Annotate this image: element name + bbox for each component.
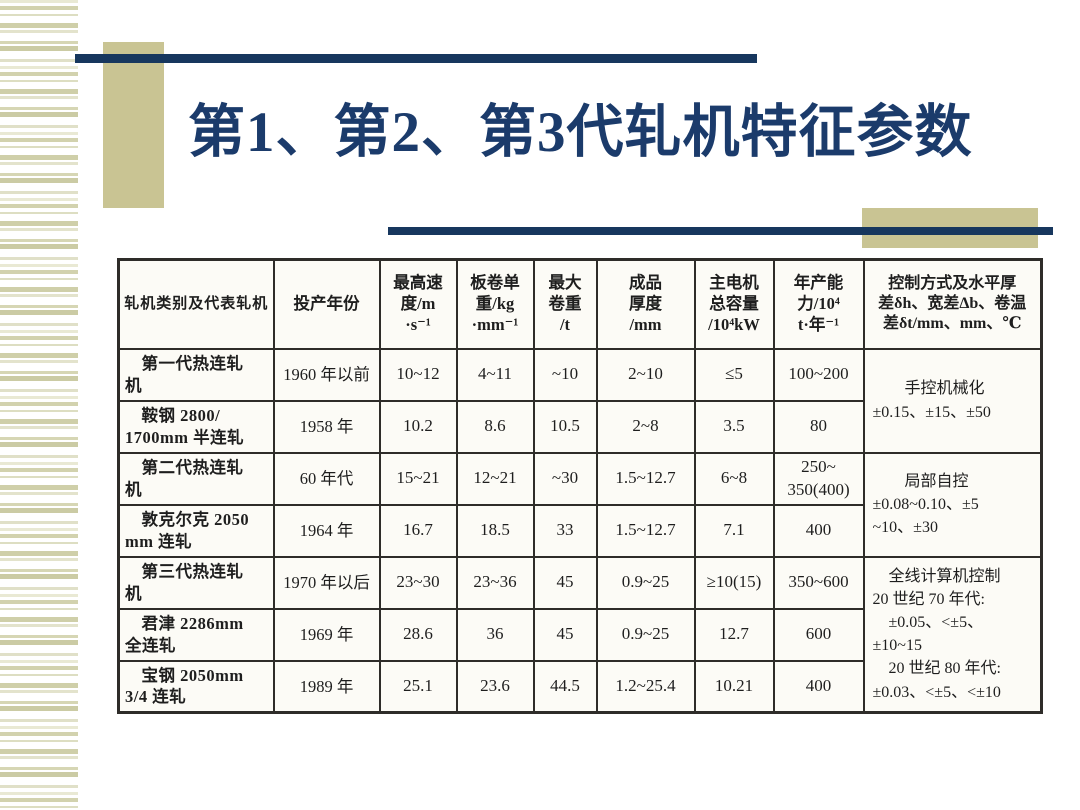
header-cell-4: 最大 卷重 /t [532,258,598,350]
table-cell: 15~21 [378,451,458,506]
top-rule-line [75,54,757,63]
table-cell: 45 [532,607,598,662]
table-cell: 1964 年 [272,503,381,558]
table-cell: 350~600 [772,555,865,610]
table-cell: 12.7 [693,607,775,662]
table-cell: ≤5 [693,347,775,402]
table-cell: 敦克尔克 2050 mm 连轧 [117,503,275,558]
table-cell: 1.2~25.4 [595,659,696,714]
header-cell-0: 轧机类别及代表轧机 [117,258,275,350]
table-row-1: 鞍钢 2800/ 1700mm 半连轧 1958 年 10.2 8.6 10.5 2~8 3… [117,399,1042,454]
header-cell-5: 成品 厚度 /mm [595,258,696,350]
table-cell: 8.6 [455,399,535,454]
table-header-row: 轧机类别及代表轧机 投产年份 最高速 度/m ·s⁻¹ 板卷单 重/kg ·mm⁻¹ 最… [117,258,1043,350]
table-row-4: 第三代热连轧 机 1970 年以后 23~30 23~36 45 0.9~25 ≥10(15… [117,555,1043,714]
table-cell: 6~8 [693,451,775,506]
table-cell: 1989 年 [272,659,381,714]
table-cell: 80 [772,399,865,454]
table-cell: 7.1 [693,503,775,558]
header-cell-8: 控制方式及水平厚 差δh、宽差Δb、卷温 差δt/mm、mm、℃ [862,258,1043,350]
table-row-0: 第一代热连轧 机 1960 年以前 10~12 4~11 ~10 2~10 ≤5 100~20… [117,347,1043,454]
table-cell: 10~12 [378,347,458,402]
mill-parameters-table: 轧机类别及代表轧机 投产年份 最高速 度/m ·s⁻¹ 板卷单 重/kg ·mm⁻¹ 最… [117,258,1043,714]
table-cell: 400 [772,659,865,714]
table-cell: 25.1 [378,659,458,714]
table-row-2: 第二代热连轧 机 60 年代 15~21 12~21 ~30 1.5~12.7 6~8 250… [117,451,1043,558]
table-cell: 33 [532,503,598,558]
table-row-5: 君津 2286mm 全连轧 1969 年 28.6 36 45 0.9~25 12.7 600 [117,607,1042,662]
table-cell: 4~11 [455,347,535,402]
slide-title: 第1、第2、第3代轧机特征参数 [188,101,973,164]
table-cell: 250~ 350(400) [772,451,865,506]
table-row-3: 敦克尔克 2050 mm 连轧 1964 年 16.7 18.5 33 1.5~12.7 7… [117,503,1042,558]
table-cell: 60 年代 [272,451,381,506]
control-mode-cell: 手控机械化 ±0.15、±15、±50 [862,347,1043,454]
table-cell: 1960 年以前 [272,347,381,402]
table-cell: 10.5 [532,399,598,454]
table-cell: 2~8 [595,399,696,454]
table-cell: 10.2 [378,399,458,454]
table-cell: 2~10 [595,347,696,402]
table-cell: 君津 2286mm 全连轧 [117,607,275,662]
table-cell: 1969 年 [272,607,381,662]
header-cell-6: 主电机 总容量 /10⁴kW [693,258,775,350]
table-cell: ~30 [532,451,598,506]
control-mode-cell: 全线计算机控制 20 世纪 70 年代: ±0.05、<±5、 ±10~15 2… [862,555,1043,714]
table-cell: 0.9~25 [595,555,696,610]
table-cell: 23~30 [378,555,458,610]
table-cell: 鞍钢 2800/ 1700mm 半连轧 [117,399,275,454]
left-stripes-decoration [0,0,78,810]
table-cell: 44.5 [532,659,598,714]
control-mode-cell: 局部自控 ±0.08~0.10、±5 ~10、±30 [862,451,1043,558]
table-cell: 400 [772,503,865,558]
table-cell: 3.5 [693,399,775,454]
table-cell: 45 [532,555,598,610]
table-cell: 28.6 [378,607,458,662]
table-cell: 36 [455,607,535,662]
table-cell: 第二代热连轧 机 [117,451,275,506]
table-cell: 0.9~25 [595,607,696,662]
table-cell: 1.5~12.7 [595,503,696,558]
table-cell: ~10 [532,347,598,402]
table-row-6: 宝钢 2050mm 3/4 连轧 1989 年 25.1 23.6 44.5 1.2~25… [117,659,1042,714]
table-cell: 18.5 [455,503,535,558]
table-cell: 23~36 [455,555,535,610]
table-cell: 1.5~12.7 [595,451,696,506]
header-cell-3: 板卷单 重/kg ·mm⁻¹ [455,258,535,350]
table-cell: ≥10(15) [693,555,775,610]
table-cell: 12~21 [455,451,535,506]
title-underline-rule [388,227,1053,235]
table-cell: 1970 年以后 [272,555,381,610]
table-cell: 600 [772,607,865,662]
header-cell-2: 最高速 度/m ·s⁻¹ [378,258,458,350]
table-cell: 100~200 [772,347,865,402]
header-cell-1: 投产年份 [272,258,381,350]
header-cell-7: 年产能 力/10⁴ t·年⁻¹ [772,258,865,350]
table-cell: 第一代热连轧 机 [117,347,275,402]
khaki-vertical-bar [103,42,164,208]
table-cell: 23.6 [455,659,535,714]
table-cell: 宝钢 2050mm 3/4 连轧 [117,659,275,714]
table-cell: 1958 年 [272,399,381,454]
table-cell: 16.7 [378,503,458,558]
table-cell: 10.21 [693,659,775,714]
table-cell: 第三代热连轧 机 [117,555,275,610]
